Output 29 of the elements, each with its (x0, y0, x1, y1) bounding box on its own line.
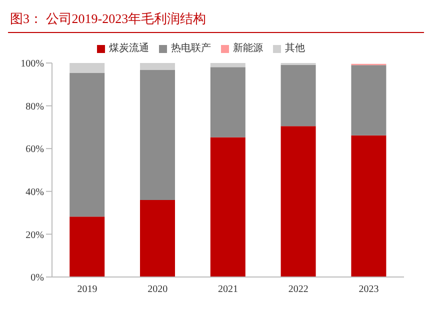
legend-label: 热电联产 (171, 43, 211, 54)
y-tick-label: 20% (26, 230, 44, 241)
x-tick-label: 2022 (288, 284, 308, 296)
bar (70, 73, 105, 217)
x-tick-label: 2019 (77, 284, 98, 296)
bar (280, 64, 316, 126)
x-tick-label: 2023 (358, 284, 379, 296)
y-tick-label: 0% (30, 272, 44, 284)
x-tick-label: 2020 (148, 284, 168, 296)
legend-label: 其他 (285, 43, 305, 54)
bar (70, 63, 105, 74)
legend-label: 新能源 (233, 43, 263, 54)
y-tick-label: 100% (20, 58, 44, 70)
chart-title: 图3： 公司2019-2023年毛利润结构 (8, 8, 424, 33)
y-tick-label: 80% (26, 101, 44, 112)
x-tick-label: 2021 (218, 284, 238, 296)
bar (210, 137, 246, 277)
bar (140, 63, 175, 70)
y-tick-label: 40% (26, 186, 44, 198)
bar (210, 63, 246, 68)
bar (70, 216, 105, 277)
legend-label: 煤炭流通 (109, 43, 149, 54)
bar (140, 70, 175, 200)
y-tick-label: 60% (26, 144, 44, 156)
bar (140, 200, 175, 277)
bar (280, 126, 316, 277)
bar (210, 67, 246, 138)
bar (351, 135, 386, 277)
bar (351, 65, 386, 136)
